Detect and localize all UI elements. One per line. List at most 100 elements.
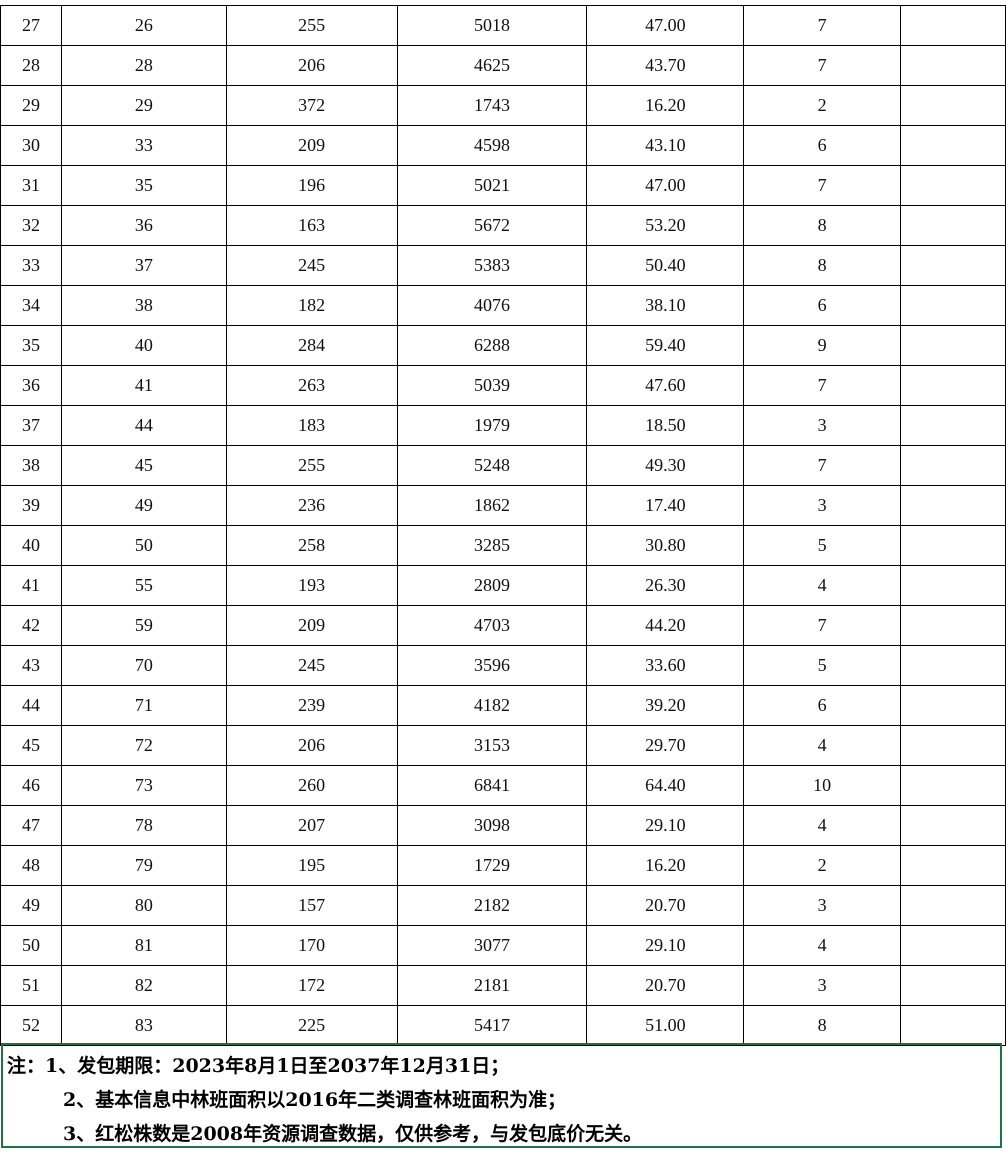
table-cell[interactable]: 5021 — [396, 165, 588, 206]
table-cell[interactable] — [900, 245, 1006, 286]
table-cell[interactable]: 8 — [743, 245, 902, 286]
table-cell[interactable]: 239 — [225, 685, 398, 726]
table-cell[interactable]: 2 — [743, 85, 902, 126]
table-cell[interactable]: 7 — [743, 5, 902, 46]
table-cell[interactable]: 6 — [743, 125, 902, 166]
table-cell[interactable]: 7 — [743, 605, 902, 646]
table-cell[interactable]: 30 — [0, 125, 62, 166]
table-cell[interactable]: 4076 — [396, 285, 588, 326]
table-cell[interactable]: 236 — [225, 485, 398, 526]
table-cell[interactable]: 5039 — [396, 365, 588, 406]
table-cell[interactable]: 4 — [743, 565, 902, 606]
table-cell[interactable]: 4 — [743, 725, 902, 766]
table-cell[interactable]: 72 — [60, 725, 227, 766]
table-cell[interactable]: 79 — [60, 845, 227, 886]
table-cell[interactable]: 47.60 — [586, 365, 745, 406]
table-cell[interactable]: 33.60 — [586, 645, 745, 686]
table-cell[interactable] — [900, 1005, 1006, 1046]
table-cell[interactable]: 4 — [743, 805, 902, 846]
table-cell[interactable]: 49 — [0, 885, 62, 926]
table-cell[interactable]: 80 — [60, 885, 227, 926]
table-cell[interactable] — [900, 645, 1006, 686]
table-cell[interactable]: 5248 — [396, 445, 588, 486]
table-cell[interactable] — [900, 365, 1006, 406]
table-cell[interactable]: 59.40 — [586, 325, 745, 366]
table-cell[interactable] — [900, 445, 1006, 486]
table-cell[interactable] — [900, 965, 1006, 1006]
table-cell[interactable]: 44 — [0, 685, 62, 726]
table-cell[interactable] — [900, 165, 1006, 206]
table-cell[interactable]: 38 — [0, 445, 62, 486]
table-cell[interactable]: 26 — [60, 5, 227, 46]
table-cell[interactable]: 170 — [225, 925, 398, 966]
table-cell[interactable]: 260 — [225, 765, 398, 806]
table-cell[interactable]: 372 — [225, 85, 398, 126]
table-cell[interactable]: 50.40 — [586, 245, 745, 286]
table-cell[interactable]: 8 — [743, 1005, 902, 1046]
table-cell[interactable]: 53.20 — [586, 205, 745, 246]
table-cell[interactable] — [900, 845, 1006, 886]
table-cell[interactable]: 29 — [60, 85, 227, 126]
table-cell[interactable]: 55 — [60, 565, 227, 606]
table-cell[interactable]: 59 — [60, 605, 227, 646]
table-cell[interactable]: 1729 — [396, 845, 588, 886]
table-cell[interactable]: 30.80 — [586, 525, 745, 566]
table-cell[interactable] — [900, 765, 1006, 806]
table-cell[interactable]: 16.20 — [586, 845, 745, 886]
table-cell[interactable] — [900, 325, 1006, 366]
table-cell[interactable]: 83 — [60, 1005, 227, 1046]
table-cell[interactable]: 49.30 — [586, 445, 745, 486]
table-cell[interactable]: 39 — [0, 485, 62, 526]
table-cell[interactable]: 44.20 — [586, 605, 745, 646]
table-cell[interactable]: 195 — [225, 845, 398, 886]
table-cell[interactable]: 5018 — [396, 5, 588, 46]
table-cell[interactable] — [900, 525, 1006, 566]
table-cell[interactable]: 225 — [225, 1005, 398, 1046]
table-cell[interactable]: 20.70 — [586, 885, 745, 926]
table-cell[interactable]: 2 — [743, 845, 902, 886]
table-cell[interactable]: 284 — [225, 325, 398, 366]
table-cell[interactable]: 71 — [60, 685, 227, 726]
table-cell[interactable]: 41 — [0, 565, 62, 606]
table-cell[interactable]: 39.20 — [586, 685, 745, 726]
table-cell[interactable]: 50 — [60, 525, 227, 566]
table-cell[interactable]: 45 — [60, 445, 227, 486]
table-cell[interactable]: 5672 — [396, 205, 588, 246]
table-cell[interactable]: 209 — [225, 605, 398, 646]
table-cell[interactable]: 46 — [0, 765, 62, 806]
table-cell[interactable]: 6 — [743, 685, 902, 726]
table-cell[interactable] — [900, 205, 1006, 246]
table-cell[interactable]: 52 — [0, 1005, 62, 1046]
table-cell[interactable]: 206 — [225, 725, 398, 766]
table-cell[interactable]: 1743 — [396, 85, 588, 126]
table-cell[interactable]: 193 — [225, 565, 398, 606]
table-cell[interactable]: 51.00 — [586, 1005, 745, 1046]
table-cell[interactable]: 3077 — [396, 925, 588, 966]
table-cell[interactable]: 37 — [0, 405, 62, 446]
table-cell[interactable]: 34 — [0, 285, 62, 326]
table-cell[interactable]: 3 — [743, 405, 902, 446]
table-cell[interactable] — [900, 85, 1006, 126]
table-cell[interactable]: 37 — [60, 245, 227, 286]
table-cell[interactable] — [900, 485, 1006, 526]
table-cell[interactable]: 38 — [60, 285, 227, 326]
table-cell[interactable]: 3 — [743, 885, 902, 926]
table-cell[interactable]: 7 — [743, 445, 902, 486]
table-cell[interactable]: 245 — [225, 245, 398, 286]
notes-cell[interactable]: 注：1、发包期限：2023年8月1日至2037年12月31日； 2、基本信息中林… — [1, 1043, 1002, 1148]
table-cell[interactable]: 3153 — [396, 725, 588, 766]
table-cell[interactable]: 82 — [60, 965, 227, 1006]
table-cell[interactable]: 35 — [0, 325, 62, 366]
table-cell[interactable]: 182 — [225, 285, 398, 326]
table-cell[interactable]: 44 — [60, 405, 227, 446]
table-cell[interactable]: 4625 — [396, 45, 588, 86]
table-cell[interactable]: 3596 — [396, 645, 588, 686]
table-cell[interactable]: 18.50 — [586, 405, 745, 446]
table-cell[interactable]: 17.40 — [586, 485, 745, 526]
table-cell[interactable]: 6841 — [396, 765, 588, 806]
table-cell[interactable] — [900, 885, 1006, 926]
table-cell[interactable] — [900, 5, 1006, 46]
table-cell[interactable] — [900, 125, 1006, 166]
table-cell[interactable]: 10 — [743, 765, 902, 806]
table-cell[interactable] — [900, 725, 1006, 766]
